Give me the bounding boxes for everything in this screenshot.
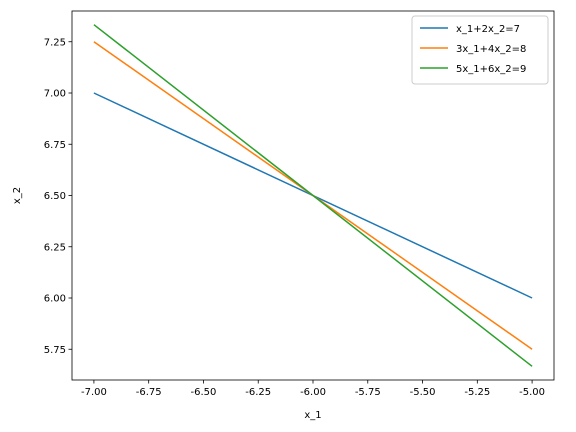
y-tick-label: 6.00 bbox=[44, 294, 66, 305]
legend: x_1+2x_2=7 3x_1+4x_2=8 5x_1+6x_2=9 bbox=[411, 15, 549, 85]
y-tick-label: 7.00 bbox=[44, 89, 66, 100]
y-axis: 5.75 6.00 6.25 6.50 6.75 7.00 7.25 bbox=[44, 37, 72, 356]
x-axis-label: x_1 bbox=[304, 410, 321, 421]
legend-label-3: 5x_1+6x_2=9 bbox=[456, 64, 526, 75]
x-tick-label: -5.25 bbox=[464, 387, 490, 398]
y-tick-label: 6.50 bbox=[44, 191, 66, 202]
series-line-3 bbox=[93, 24, 533, 367]
y-axis-label: x_2 bbox=[12, 187, 23, 204]
y-tick-label: 6.75 bbox=[44, 140, 66, 151]
y-tick-label: 7.25 bbox=[44, 37, 66, 48]
legend-label-1: x_1+2x_2=7 bbox=[456, 24, 520, 35]
x-tick-label: -6.25 bbox=[245, 387, 271, 398]
x-tick-label: -6.75 bbox=[136, 387, 162, 398]
y-tick-label: 6.25 bbox=[44, 242, 66, 253]
y-tick-label: 5.75 bbox=[44, 345, 66, 356]
x-tick-label: -5.00 bbox=[519, 387, 545, 398]
x-tick-label: -5.75 bbox=[355, 387, 381, 398]
x-tick-label: -6.00 bbox=[300, 387, 326, 398]
x-axis: -7.00 -6.75 -6.50 -6.25 -6.00 -5.75 -5.50 -5.25… bbox=[81, 380, 545, 398]
series-layer bbox=[93, 24, 533, 367]
legend-box bbox=[411, 15, 549, 85]
x-tick-label: -7.00 bbox=[81, 387, 107, 398]
x-tick-label: -6.50 bbox=[191, 387, 217, 398]
legend-label-2: 3x_1+4x_2=8 bbox=[456, 44, 526, 55]
x-tick-label: -5.50 bbox=[410, 387, 436, 398]
